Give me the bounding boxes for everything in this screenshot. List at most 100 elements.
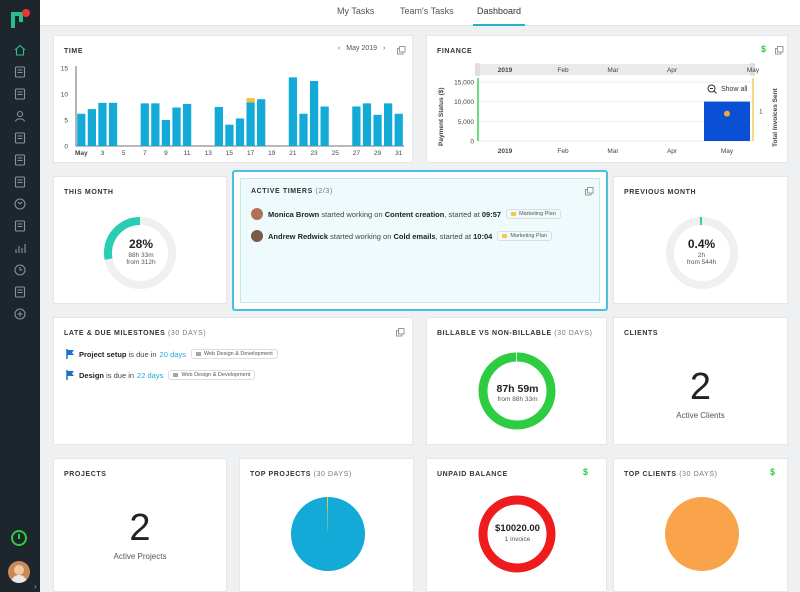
due-link[interactable]: 20 days [159, 349, 186, 359]
x-tick-label: Apr [667, 148, 678, 155]
time-bar [182, 103, 192, 146]
clock-icon[interactable] [10, 260, 30, 280]
prev-month-icon[interactable]: ‹ [338, 45, 341, 52]
percent-value: 28% [128, 237, 154, 251]
sidebar: › [0, 0, 40, 592]
card-title: FINANCE [437, 48, 473, 55]
x-tick-label: 29 [374, 150, 382, 157]
x-tick-label: 19 [268, 150, 276, 157]
time-bar [151, 103, 160, 146]
copy-icon[interactable] [775, 46, 784, 55]
finance-bar [704, 101, 750, 141]
expand-sidebar-icon[interactable]: › [34, 582, 37, 591]
plus-circle-icon[interactable] [10, 304, 30, 324]
y-tick-label: 5 [64, 118, 68, 125]
avatar[interactable] [8, 561, 30, 583]
home-icon[interactable] [10, 40, 30, 60]
time-bar [394, 113, 403, 146]
x-tick-label: 7 [143, 150, 147, 157]
x-tick-label: 31 [395, 150, 403, 157]
time-bar [288, 77, 298, 146]
y-tick-label: 0 [64, 144, 68, 151]
top-tabs: My Tasks Team's Tasks Dashboard [40, 0, 800, 26]
copy-icon[interactable] [585, 187, 594, 196]
project-tag[interactable]: Web Design & Development [168, 370, 256, 380]
time-bar [320, 106, 329, 146]
billable-donut [478, 352, 556, 430]
clients-label: Active Clients [676, 411, 725, 420]
time-bar [98, 102, 107, 146]
projects-card: PROJECTS 2 Active Projects [53, 458, 227, 592]
donut-arc [666, 217, 738, 289]
avatar [251, 208, 263, 220]
time-bar-secondary [246, 98, 255, 103]
card-title: THIS MONTH [64, 189, 114, 196]
time-bar [352, 106, 361, 146]
billable-total: from 88h 33m [497, 396, 538, 403]
navigator-label: Mar [607, 67, 619, 74]
time-bar [161, 120, 171, 146]
y-axis-title: Payment Status ($) [438, 87, 445, 146]
timer-icon[interactable] [11, 530, 27, 546]
show-all-button[interactable]: Show all [707, 84, 747, 94]
time-bar [299, 113, 308, 146]
book-icon[interactable] [10, 62, 30, 82]
copy-icon[interactable] [396, 328, 405, 337]
time-bar [257, 99, 266, 146]
navigator-band [478, 64, 753, 75]
card-title: TIME [64, 48, 84, 55]
user-icon[interactable] [10, 106, 30, 126]
dollar-doc-icon[interactable] [10, 150, 30, 170]
folder-icon[interactable] [10, 84, 30, 104]
project-tag[interactable]: Marketing Plan [497, 231, 553, 241]
card-title: TOP CLIENTS (30 DAYS) [624, 471, 718, 478]
top-clients-card: TOP CLIENTS (30 DAYS) $ [613, 458, 788, 592]
bar-chart-icon[interactable] [10, 238, 30, 258]
x-tick-label: 21 [289, 150, 297, 157]
active-timers-card: ACTIVE TIMERS (2/3) Monica Brown started… [232, 170, 608, 311]
time-bar [108, 102, 118, 146]
next-month-icon[interactable]: › [383, 45, 386, 52]
project-tag[interactable]: Marketing Plan [506, 209, 561, 219]
navigator-handle-right [750, 63, 755, 76]
app-logo[interactable] [8, 8, 32, 32]
time-bar [384, 103, 393, 146]
card-title: PREVIOUS MONTH [624, 189, 697, 196]
wallet-icon[interactable] [10, 216, 30, 236]
y2-axis-title: Total Invoices Sent [772, 87, 779, 147]
clients-card: CLIENTS 2 Active Clients [613, 317, 788, 445]
card-title: TOP PROJECTS (30 DAYS) [250, 471, 352, 478]
navigator-handle-left [475, 63, 480, 76]
x-tick-label: Feb [557, 148, 569, 155]
time-chart: 15 10 5 0 May 3 5 7 9 11 13 15 17 19 21 23 25 27 29 31 [61, 66, 404, 157]
card-title: ACTIVE TIMERS (2/3) [251, 188, 333, 195]
tab-my-tasks[interactable]: My Tasks [337, 6, 375, 16]
x-tick-label: 13 [205, 150, 213, 157]
dollar-icon[interactable]: $ [761, 44, 767, 54]
previous-month-donut [666, 217, 738, 289]
dollar-icon[interactable]: $ [770, 467, 776, 477]
project-tag[interactable]: Web Design & Development [190, 349, 278, 359]
due-link[interactable]: 22 days [137, 370, 164, 380]
x-tick-label: 3 [101, 150, 105, 157]
donut-arc [104, 217, 176, 289]
x-tick-label: 5 [122, 150, 126, 157]
x-tick-label: 15 [226, 150, 234, 157]
dollar-doc-icon[interactable] [10, 128, 30, 148]
dollar-icon[interactable]: $ [583, 467, 589, 477]
calendar-icon[interactable] [10, 282, 30, 302]
time-bar [214, 107, 223, 146]
grid-icon[interactable] [10, 172, 30, 192]
time-bar [246, 102, 255, 146]
x-tick-label: May [721, 148, 734, 155]
time-bar [362, 103, 372, 146]
folder-icon [195, 351, 201, 356]
donut-arc [478, 352, 556, 430]
sync-icon[interactable] [10, 194, 30, 214]
pie-slice [665, 497, 739, 571]
card-title: LATE & DUE MILESTONES (30 DAYS) [64, 330, 207, 337]
tab-teams-tasks[interactable]: Team's Tasks [400, 6, 454, 16]
tab-dashboard[interactable]: Dashboard [472, 6, 526, 26]
this-month-card: THIS MONTH 28% 88h 33m from 312h [53, 176, 227, 304]
copy-icon[interactable] [397, 46, 406, 55]
